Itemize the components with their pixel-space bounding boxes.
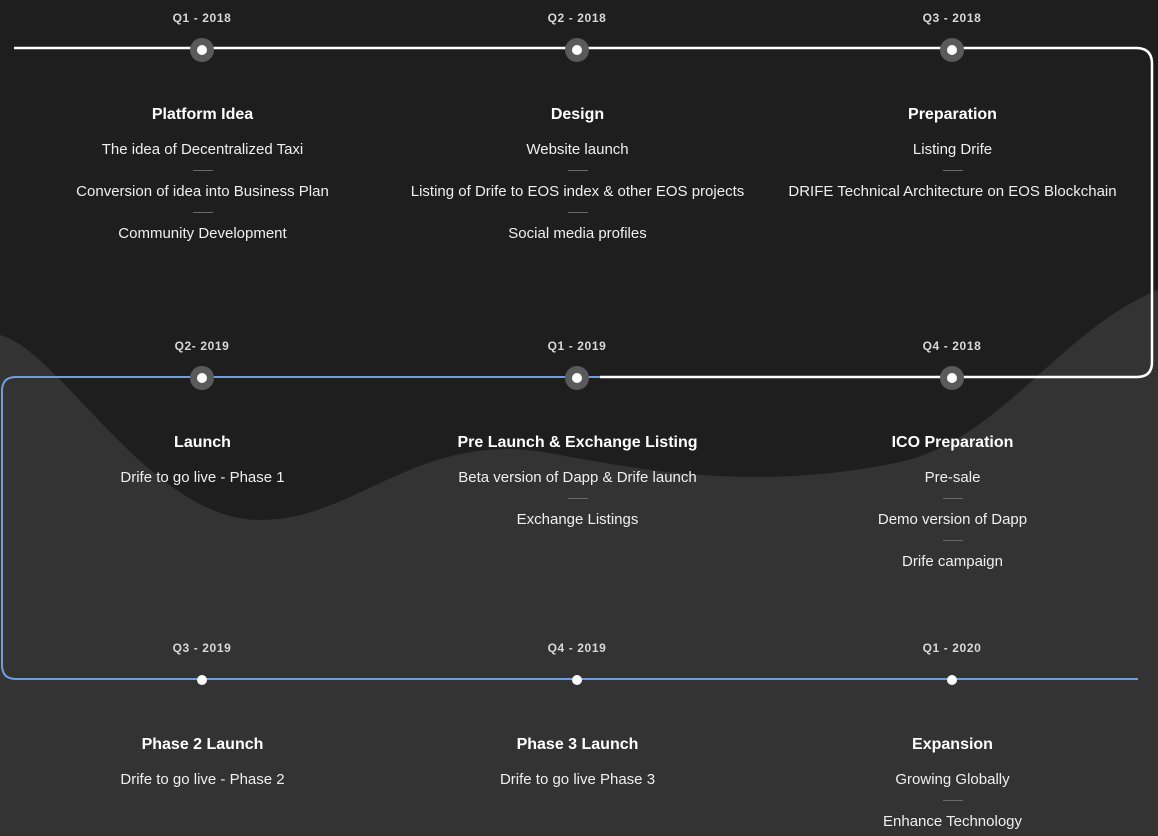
timeline-track-white: [14, 46, 1154, 379]
milestone-item: Listing Drife: [912, 141, 993, 158]
milestone-title: Expansion: [912, 736, 993, 753]
milestone-period: Q1 - 2020: [922, 641, 982, 655]
milestone-item: Listing of Drife to EOS index & other EO…: [410, 183, 745, 200]
milestone-item: Demo version of Dapp: [877, 511, 1028, 528]
milestone-period: Q1 - 2018: [172, 11, 232, 25]
milestone-item: DRIFE Technical Architecture on EOS Bloc…: [788, 183, 1117, 200]
item-divider: [192, 170, 213, 171]
milestone-item: Beta version of Dapp & Drife launch: [458, 469, 697, 486]
milestone-period: Q2 - 2018: [547, 11, 607, 25]
timeline-node-icon: [190, 38, 214, 62]
timeline-node-icon: [940, 366, 964, 390]
milestone-card: Launch Drife to go live - Phase 1: [15, 433, 390, 491]
item-divider: [192, 212, 213, 213]
timeline-node-icon: [190, 366, 214, 390]
milestone-title: Phase 2 Launch: [141, 736, 264, 753]
milestone-period: Q4 - 2019: [547, 641, 607, 655]
item-divider: [942, 800, 963, 801]
milestone-card: Preparation Listing Drife DRIFE Technical …: [765, 105, 1140, 205]
milestone-item: Drife to go live Phase 3: [499, 771, 656, 788]
milestone-title: Design: [550, 106, 605, 123]
milestone-card: Phase 2 Launch Drife to go live - Phase 2: [15, 735, 390, 793]
milestone-card: Design Website launch Listing of Drife to …: [390, 105, 765, 247]
milestone-title: Pre Launch & Exchange Listing: [457, 434, 698, 451]
milestone-card: Phase 3 Launch Drife to go live Phase 3: [390, 735, 765, 793]
milestone-item: Drife campaign: [902, 553, 1003, 570]
milestone-period: Q2- 2019: [174, 339, 230, 353]
milestone-item: Community Development: [118, 225, 287, 242]
milestone-item: Drife to go live - Phase 2: [120, 771, 285, 788]
milestone-item: Drife to go live - Phase 1: [120, 469, 285, 486]
milestone-card: Platform Idea The idea of Decentralized T…: [15, 105, 390, 247]
item-divider: [942, 170, 963, 171]
item-divider: [567, 212, 588, 213]
timeline-node-icon: [565, 366, 589, 390]
milestone-title: Launch: [174, 434, 231, 451]
timeline-node-icon: [572, 675, 582, 685]
timeline-node-icon: [947, 675, 957, 685]
milestone-period: Q3 - 2019: [172, 641, 232, 655]
item-divider: [942, 540, 963, 541]
item-divider: [942, 498, 963, 499]
milestone-item: The idea of Decentralized Taxi: [101, 141, 304, 158]
milestone-period: Q4 - 2018: [922, 339, 982, 353]
milestone-period: Q3 - 2018: [922, 11, 982, 25]
milestone-card: Expansion Growing Globally Enhance Technol…: [765, 735, 1140, 835]
milestone-title: Preparation: [908, 106, 997, 123]
item-divider: [567, 170, 588, 171]
milestone-card: Pre Launch & Exchange Listing Beta versio…: [390, 433, 765, 533]
timeline-node-icon: [197, 675, 207, 685]
milestone-title: ICO Preparation: [891, 434, 1014, 451]
timeline-track-blue: [1, 376, 1138, 680]
milestone-item: Exchange Listings: [516, 511, 639, 528]
milestone-item: Enhance Technology: [883, 813, 1022, 830]
milestone-card: ICO Preparation Pre-sale Demo version of D…: [765, 433, 1140, 575]
milestone-item: Website launch: [526, 141, 629, 158]
milestone-item: Growing Globally: [895, 771, 1010, 788]
dark-wave-shape: [0, 0, 1158, 520]
milestone-title: Platform Idea: [151, 106, 254, 123]
milestone-period: Q1 - 2019: [547, 339, 607, 353]
timeline-node-icon: [940, 38, 964, 62]
milestone-title: Phase 3 Launch: [516, 736, 639, 753]
milestone-item: Pre-sale: [924, 469, 981, 486]
item-divider: [567, 498, 588, 499]
milestone-item: Conversion of idea into Business Plan: [76, 183, 329, 200]
milestone-item: Social media profiles: [508, 225, 647, 242]
timeline-node-icon: [565, 38, 589, 62]
